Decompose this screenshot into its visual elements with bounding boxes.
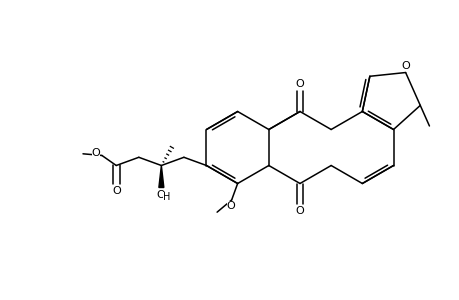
Text: O: O [91,148,100,158]
Text: H: H [162,192,170,202]
Text: O: O [295,206,304,216]
Text: O: O [156,190,165,200]
Polygon shape [158,166,163,188]
Text: O: O [112,187,120,196]
Text: O: O [295,79,304,89]
Text: O: O [226,201,235,211]
Text: O: O [400,61,409,70]
